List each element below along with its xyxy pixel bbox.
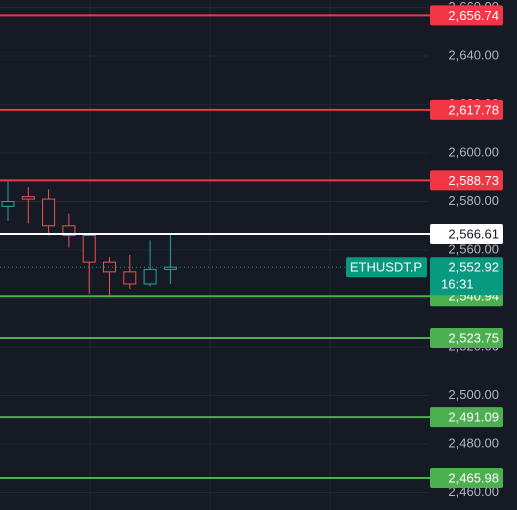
y-tick-label: 2,580.00	[448, 193, 499, 208]
candle-body	[1, 201, 15, 207]
candle-body	[62, 225, 76, 236]
candle-body	[163, 266, 177, 270]
level-label-box	[430, 223, 503, 244]
countdown-label: 16:31	[441, 277, 474, 292]
level-label: 2,566.61	[448, 226, 499, 241]
candle-body	[143, 268, 157, 285]
level-label: 2,588.73	[448, 173, 499, 188]
symbol-box	[346, 257, 427, 278]
y-tick-label: 2,600.00	[448, 144, 499, 159]
price-box	[430, 257, 503, 296]
symbol-label: ETHUSDT.P	[350, 260, 422, 275]
level-label: 2,656.74	[448, 8, 499, 23]
level-label: 2,523.75	[448, 330, 499, 345]
level-label-box	[430, 5, 503, 26]
y-tick-label: 2,500.00	[448, 387, 499, 402]
price-label: 2,552.92	[448, 260, 499, 275]
level-label-box	[430, 407, 503, 428]
level-label: 2,491.09	[448, 410, 499, 425]
y-tick-label: 2,640.00	[448, 47, 499, 62]
y-tick-label: 2,560.00	[448, 241, 499, 256]
level-label-box	[430, 99, 503, 120]
candle-body	[123, 271, 137, 285]
candle-body	[21, 196, 35, 200]
level-label-box	[430, 468, 503, 489]
y-tick-label: 2,480.00	[448, 435, 499, 450]
level-label-box	[430, 327, 503, 348]
candle-body	[103, 261, 116, 273]
level-label: 2,465.98	[448, 470, 499, 485]
candle-body	[42, 198, 56, 227]
candle-body	[82, 234, 96, 263]
level-label: 2,617.78	[448, 102, 499, 117]
level-label-box	[430, 170, 503, 191]
